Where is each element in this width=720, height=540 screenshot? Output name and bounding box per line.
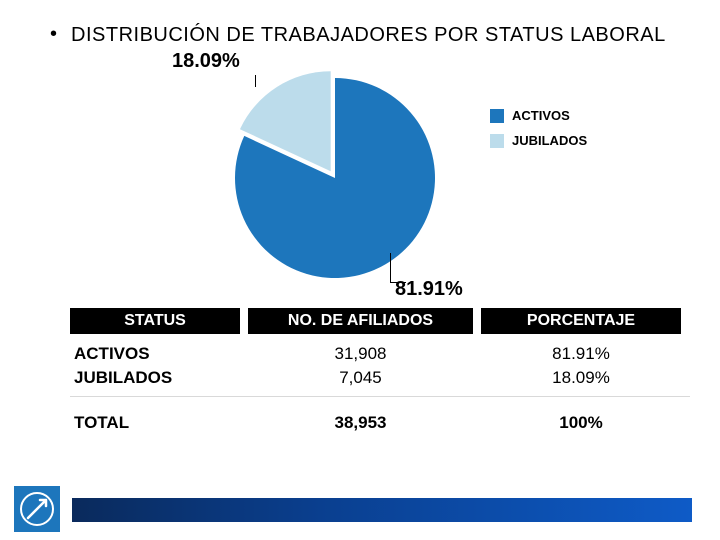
cell-porcentaje: 18.09% [481,366,681,390]
table-row: JUBILADOS 7,045 18.09% [70,366,690,390]
cell-porcentaje: 81.91% [481,342,681,366]
chart-area: 18.09% 81.91% ACTIVOS JUBILADOS [0,48,720,308]
legend-swatch-activos [490,109,504,123]
legend-label: ACTIVOS [512,108,570,123]
cell-total-porcentaje: 100% [481,411,681,435]
legend-label: JUBILADOS [512,133,587,148]
legend-swatch-jubilados [490,134,504,148]
table-header-row: STATUS NO. DE AFILIADOS PORCENTAJE [70,308,690,334]
col-porcentaje: PORCENTAJE [481,308,681,334]
table-divider [70,396,690,397]
page-title: DISTRIBUCIÓN DE TRABAJADORES POR STATUS … [71,22,666,48]
footer-logo-icon [14,486,60,532]
col-status: STATUS [70,308,240,334]
cell-total-label: TOTAL [70,411,240,435]
title-row: • DISTRIBUCIÓN DE TRABAJADORES POR STATU… [0,0,720,48]
pie-label-activos: 81.91% [395,278,463,301]
data-table: STATUS NO. DE AFILIADOS PORCENTAJE ACTIV… [70,308,690,435]
pie-chart [225,68,445,293]
legend: ACTIVOS JUBILADOS [490,108,587,158]
table-total-row: TOTAL 38,953 100% [70,411,690,435]
cell-status: ACTIVOS [70,342,240,366]
bullet: • [50,22,57,46]
table-row: ACTIVOS 31,908 81.91% [70,342,690,366]
pie-svg [225,68,445,288]
cell-total-afiliados: 38,953 [248,411,473,435]
cell-afiliados: 7,045 [248,366,473,390]
cell-status: JUBILADOS [70,366,240,390]
legend-item-activos: ACTIVOS [490,108,587,123]
legend-item-jubilados: JUBILADOS [490,133,587,148]
cell-afiliados: 31,908 [248,342,473,366]
col-afiliados: NO. DE AFILIADOS [248,308,473,334]
footer-bar [72,498,692,522]
